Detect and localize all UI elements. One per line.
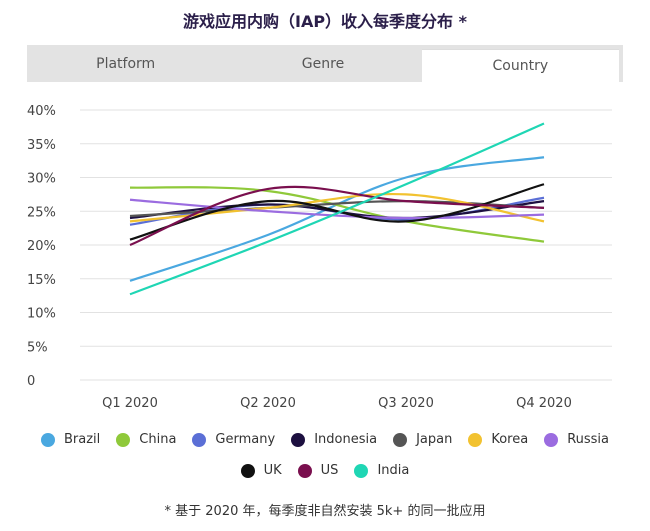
legend-label: China bbox=[139, 432, 177, 447]
legend-swatch bbox=[354, 463, 369, 478]
tab-bar: Platform Genre Country bbox=[27, 45, 623, 82]
x-tick-label: Q1 2020 bbox=[102, 396, 158, 411]
y-tick-label: 20% bbox=[27, 239, 56, 254]
legend-item-india: India bbox=[354, 463, 409, 478]
legend-item-us: US bbox=[297, 463, 339, 478]
series-line-india bbox=[129, 122, 545, 296]
legend-item-china: China bbox=[116, 432, 176, 447]
tab-genre[interactable]: Genre bbox=[301, 55, 345, 72]
legend-row-1: Brazil China Germany Indonesia Japan Korea Rus… bbox=[0, 432, 650, 447]
legend-swatch bbox=[297, 463, 312, 478]
legend-label: US bbox=[320, 463, 339, 478]
y-tick-label: 35% bbox=[27, 138, 56, 153]
legend-item-korea: Korea bbox=[468, 432, 528, 447]
legend-label: Germany bbox=[215, 432, 276, 447]
x-tick-label: Q3 2020 bbox=[378, 396, 434, 411]
tab-platform[interactable]: Platform bbox=[96, 55, 156, 72]
series-line-us bbox=[129, 185, 545, 247]
legend-item-uk: UK bbox=[240, 463, 282, 478]
x-tick-label: Q2 2020 bbox=[240, 396, 296, 411]
y-tick-label: 25% bbox=[27, 205, 56, 220]
chart-title: 游戏应用内购（IAP）收入每季度分布 * bbox=[182, 12, 467, 31]
legend-swatch bbox=[116, 432, 131, 447]
legend-label: Korea bbox=[491, 432, 529, 447]
y-tick-label: 10% bbox=[27, 307, 56, 322]
legend-item-germany: Germany bbox=[192, 432, 275, 447]
tab-country[interactable]: Country bbox=[421, 49, 619, 82]
series-line-russia bbox=[129, 198, 545, 220]
series-line-brazil bbox=[129, 156, 545, 282]
x-tick-label: Q4 2020 bbox=[516, 396, 572, 411]
y-tick-label: 5% bbox=[27, 340, 48, 355]
line-chart: 0 5% 10% 15% 20% 25% 30% 35% 40% Q1 2020 Q2 2020 Q3… bbox=[27, 104, 612, 411]
legend-item-brazil: Brazil bbox=[41, 432, 100, 447]
legend-swatch bbox=[41, 432, 55, 447]
footnote: * 基于 2020 年，每季度非自然安装 5k+ 的同一批应用 bbox=[164, 504, 486, 519]
legend-label: Russia bbox=[567, 432, 609, 447]
series-line-uk bbox=[129, 183, 545, 241]
legend-label: Japan bbox=[416, 432, 453, 447]
legend-swatch bbox=[393, 432, 408, 447]
y-tick-label: 30% bbox=[27, 172, 56, 187]
legend-label: UK bbox=[263, 463, 282, 478]
legend-swatch bbox=[544, 432, 559, 447]
y-tick-label: 0 bbox=[27, 374, 35, 389]
legend-label: Brazil bbox=[64, 432, 101, 447]
legend-swatch bbox=[468, 432, 483, 447]
legend-swatch bbox=[192, 432, 207, 447]
legend-swatch bbox=[291, 432, 306, 447]
y-tick-label: 15% bbox=[27, 273, 56, 288]
legend-swatch bbox=[240, 463, 255, 478]
series-line-china bbox=[129, 186, 545, 243]
y-tick-label: 40% bbox=[27, 104, 56, 119]
legend-row-2: UK US India bbox=[0, 463, 650, 478]
legend-label: Indonesia bbox=[314, 432, 378, 447]
legend-item-japan: Japan bbox=[393, 432, 452, 447]
legend-label: India bbox=[377, 463, 410, 478]
legend-item-russia: Russia bbox=[544, 432, 609, 447]
legend-item-indonesia: Indonesia bbox=[291, 432, 377, 447]
